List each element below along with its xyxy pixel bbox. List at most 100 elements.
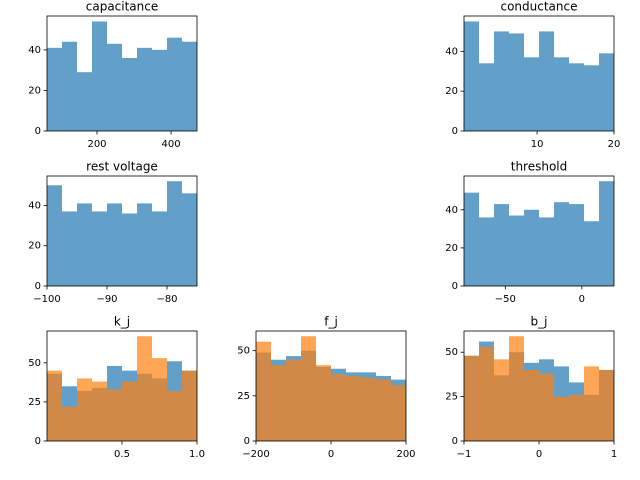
histogram-bar (554, 202, 569, 286)
x-tick-label: −90 (96, 294, 117, 305)
histogram-bar (569, 204, 584, 286)
x-tick-label: 20 (608, 139, 621, 150)
y-tick-label: 0 (35, 281, 41, 292)
histogram-bar (316, 365, 331, 441)
histogram-bar (107, 43, 122, 132)
y-tick-label: 50 (445, 347, 458, 358)
x-tick-label: −1 (457, 449, 472, 460)
histogram-bar (599, 53, 614, 131)
histogram-bar (62, 406, 77, 441)
histogram-bar (584, 221, 599, 286)
axes-frame (46, 15, 198, 132)
chart-title: capacitance (86, 0, 159, 14)
histogram-bar (122, 213, 137, 286)
y-tick-label: 25 (445, 392, 458, 403)
histogram-bar (524, 369, 539, 441)
histogram-bar (479, 217, 494, 286)
histogram-bar (539, 373, 554, 441)
y-tick-label: 40 (445, 205, 458, 216)
axes-frame (463, 15, 615, 132)
histogram-bar (122, 57, 137, 131)
histogram-bar (539, 217, 554, 286)
histogram-bar (584, 65, 599, 131)
histogram-bar (271, 365, 286, 441)
histogram-bar (256, 341, 271, 441)
histogram-bar (524, 57, 539, 132)
y-tick-label: 50 (237, 346, 250, 357)
histogram-bar (464, 192, 479, 286)
histogram-bar (62, 41, 77, 131)
x-tick-label: −200 (242, 449, 269, 460)
x-tick-label: 200 (87, 139, 106, 150)
x-tick-label: −50 (495, 294, 516, 305)
x-tick-label: 10 (531, 139, 544, 150)
histogram-bar (599, 181, 614, 286)
histogram-bar (554, 57, 569, 132)
y-tick-label: 0 (35, 126, 41, 137)
histogram-bar (376, 379, 391, 441)
histogram-bar (167, 390, 182, 441)
y-tick-label: 40 (445, 46, 458, 57)
histogram-bar (77, 72, 92, 131)
histogram-bar (137, 203, 152, 286)
histogram-bar (584, 366, 599, 441)
histogram-bar (152, 358, 167, 441)
histogram-bar (494, 359, 509, 441)
histogram-bar (331, 374, 346, 441)
chart-title: f_j (324, 315, 338, 329)
axes-frame (46, 175, 198, 287)
y-tick-label: 0 (452, 126, 458, 137)
histogram-bar (137, 336, 152, 441)
histogram-bar (47, 47, 62, 131)
x-tick-label: 1 (611, 449, 617, 460)
y-tick-label: 25 (28, 397, 41, 408)
chart-title: conductance (500, 0, 577, 14)
histogram-bar (391, 385, 406, 441)
x-tick-label: −80 (156, 294, 177, 305)
histogram-bar (152, 49, 167, 131)
histogram-bar (137, 47, 152, 131)
histogram-bar (92, 381, 107, 441)
histogram-bar (107, 389, 122, 441)
histogram-bar (167, 37, 182, 132)
histogram-bar (361, 377, 376, 441)
histogram-bar (539, 31, 554, 131)
chart-title: threshold (511, 160, 568, 174)
histogram-bar (182, 370, 197, 441)
histogram-bar (47, 185, 62, 286)
histogram-bar (494, 31, 509, 131)
histogram-bar (47, 370, 62, 441)
y-tick-label: 0 (452, 436, 458, 447)
histogram-bar (479, 346, 494, 441)
histogram-bar (92, 21, 107, 132)
histogram-bar (569, 63, 584, 131)
chart-title: rest voltage (86, 160, 158, 174)
y-tick-label: 0 (452, 281, 458, 292)
histogram-bar (554, 396, 569, 441)
histogram-bar (182, 193, 197, 286)
histogram-bar (509, 33, 524, 132)
histogram-bar (509, 215, 524, 286)
histogram-bar (152, 211, 167, 286)
histogram-bar (464, 355, 479, 441)
x-tick-label: 0 (536, 449, 542, 460)
x-tick-label: 0.5 (114, 449, 130, 460)
histogram-bar (569, 394, 584, 441)
histogram-bar (301, 336, 316, 441)
y-tick-label: 40 (28, 200, 41, 211)
y-tick-label: 0 (244, 436, 250, 447)
histogram-bar (92, 211, 107, 286)
x-tick-label: −100 (33, 294, 60, 305)
x-tick-label: 1.0 (189, 449, 205, 460)
x-tick-label: 0 (328, 449, 334, 460)
histogram-bar (346, 375, 361, 441)
histogram-bar (464, 21, 479, 132)
histogram-bar (524, 209, 539, 286)
y-tick-label: 20 (28, 85, 41, 96)
chart-title: k_j (114, 315, 130, 329)
x-tick-label: 400 (162, 139, 181, 150)
histogram-bar (286, 359, 301, 441)
histogram-bar (107, 203, 122, 286)
histogram-bar (599, 369, 614, 441)
